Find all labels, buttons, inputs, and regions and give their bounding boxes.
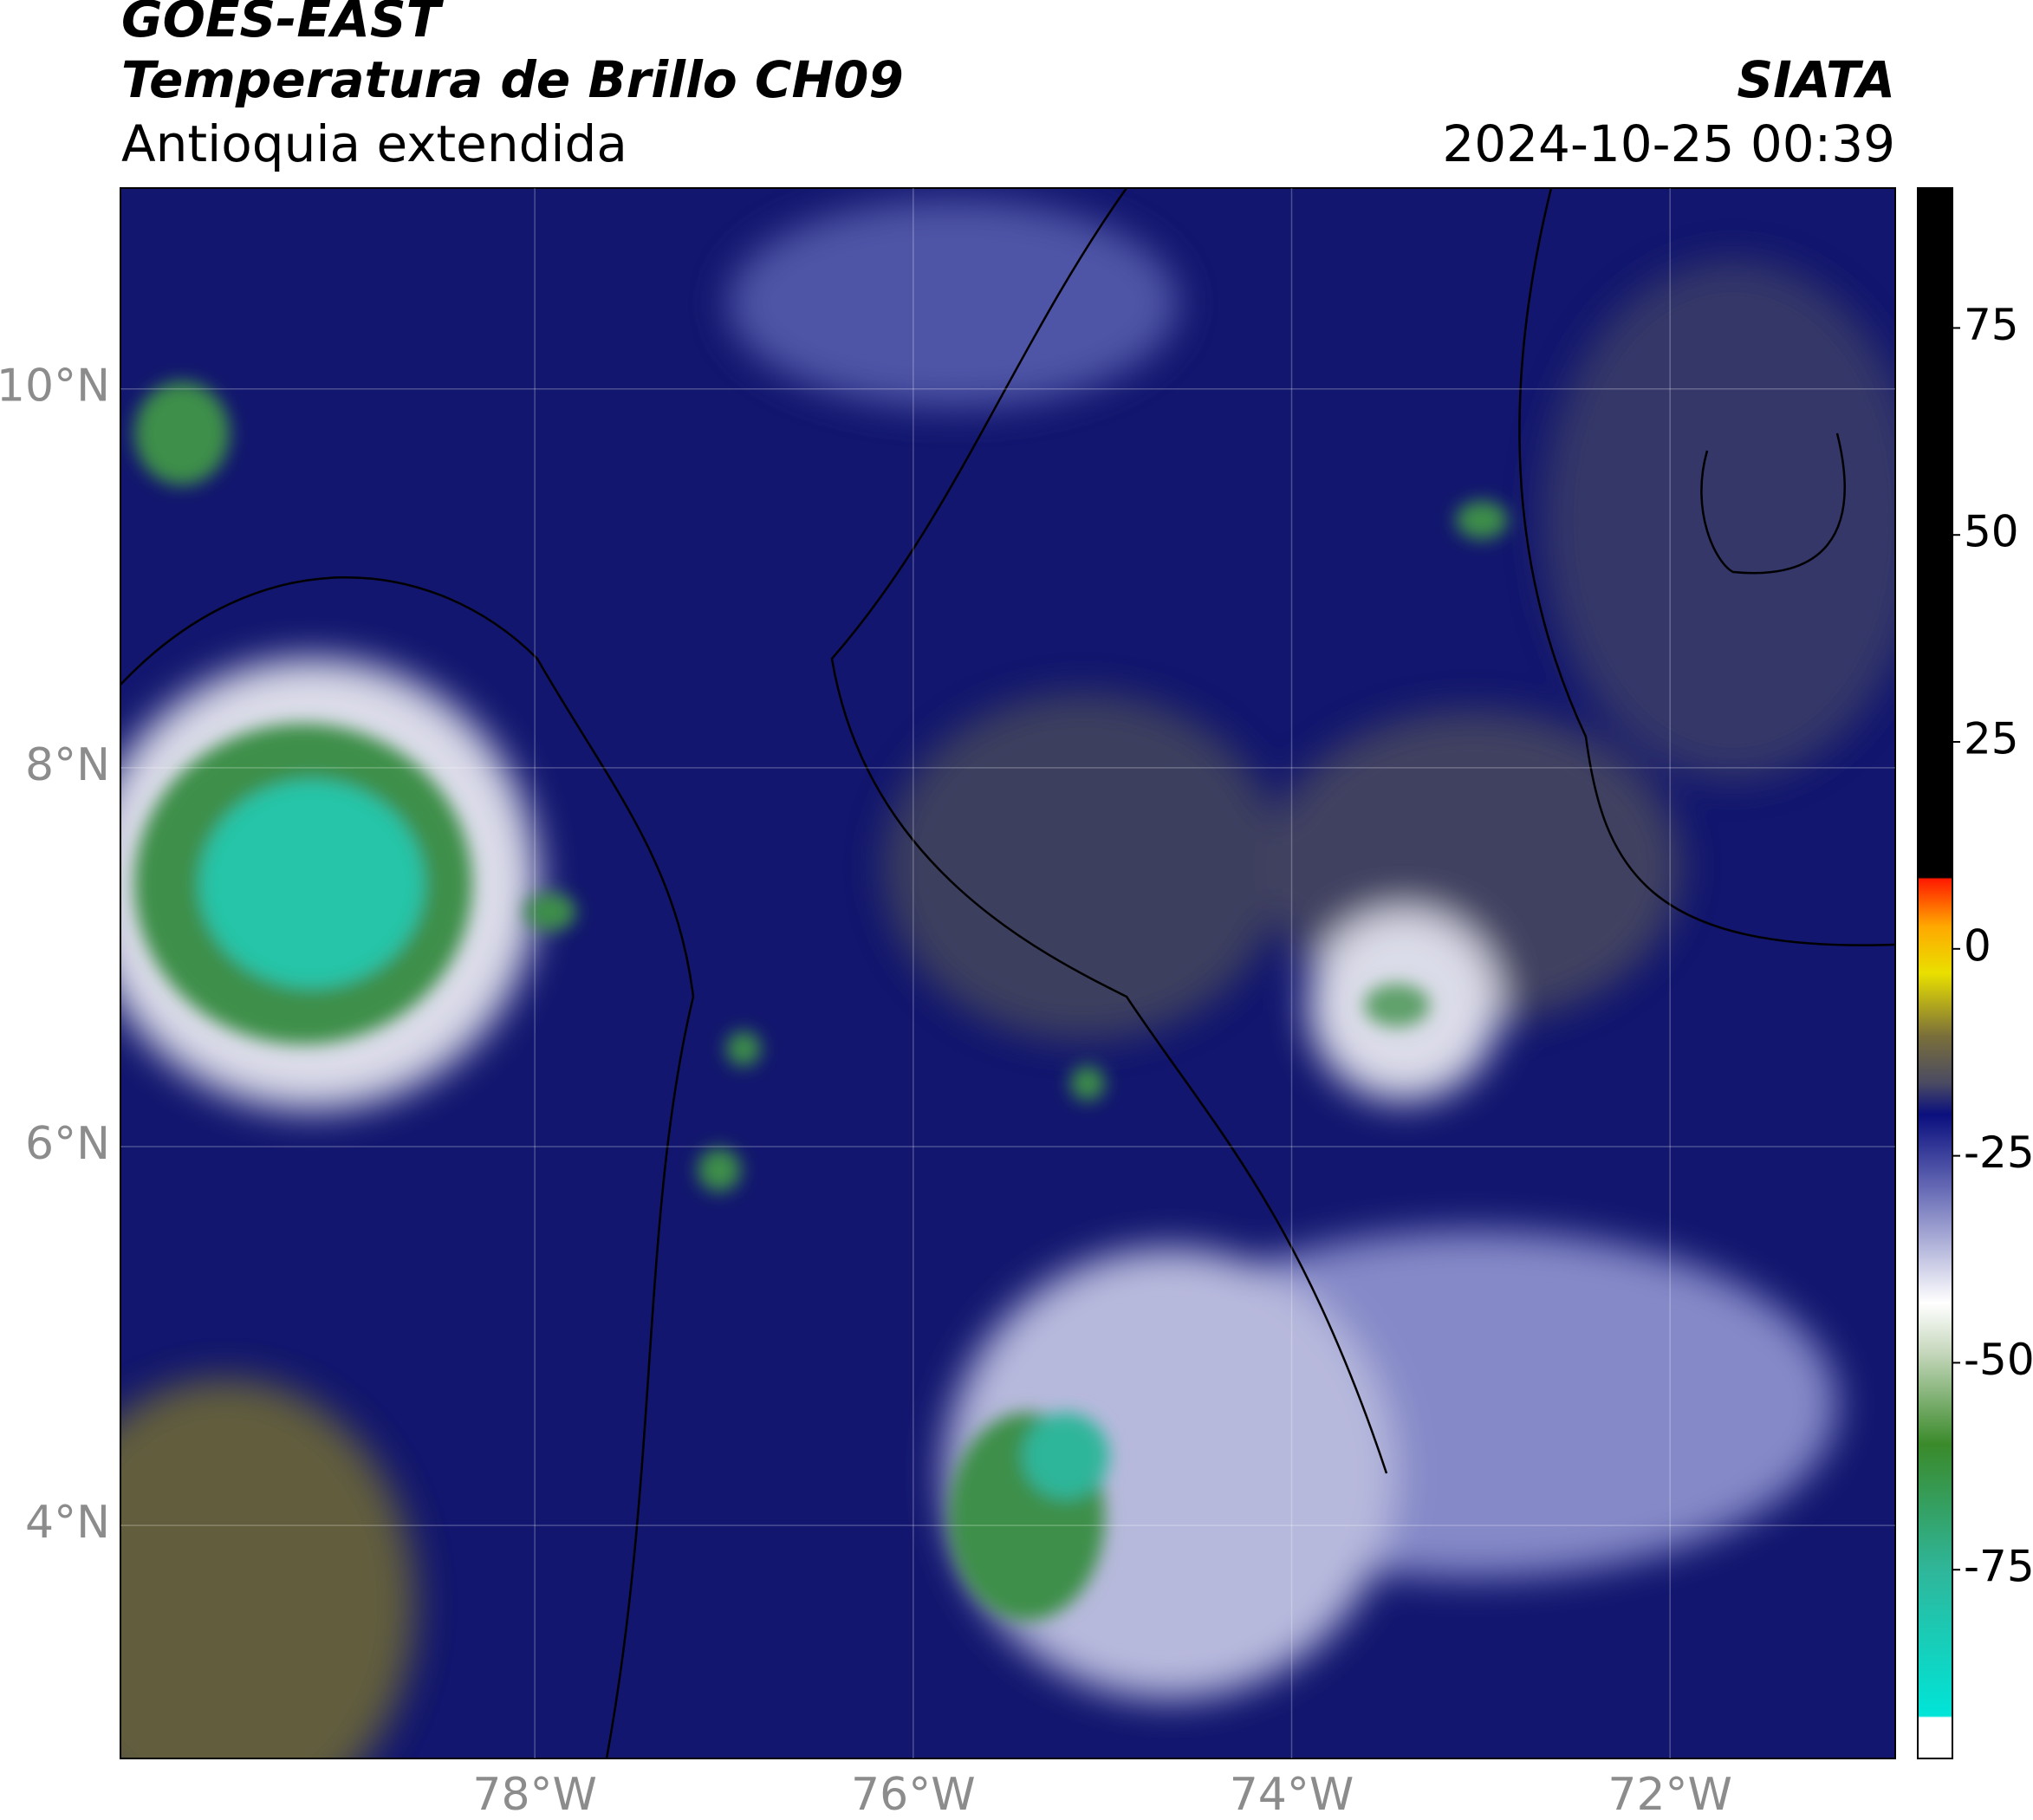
map-frame xyxy=(120,187,1896,1759)
colorbar-tick-label: 50 xyxy=(1964,507,2019,557)
colorbar-tick-label: 0 xyxy=(1964,920,1991,971)
lat-tick-label: 6°N xyxy=(25,1118,110,1170)
timestamp: 2024-10-25 00:39 xyxy=(1442,114,1895,173)
lat-tick-label: 10°N xyxy=(0,361,110,413)
source: SIATA xyxy=(1737,50,1895,109)
colorbar-tick-label: 25 xyxy=(1964,714,2019,764)
region: Antioquia extendida xyxy=(121,114,627,173)
colorbar xyxy=(1917,187,1953,1759)
colorbar-tick-label: -50 xyxy=(1964,1335,2033,1385)
subtitle: Temperatura de Brillo CH09 xyxy=(121,50,904,109)
lon-tick-label: 72°W xyxy=(1608,1769,1732,1820)
title: GOES-EAST xyxy=(121,0,445,49)
lon-tick-label: 76°W xyxy=(851,1769,976,1820)
colorbar-tick-label: 75 xyxy=(1964,300,2019,350)
colorbar-tick-label: -25 xyxy=(1964,1128,2033,1178)
lon-tick-label: 74°W xyxy=(1230,1769,1354,1820)
lat-tick-label: 8°N xyxy=(25,739,110,791)
satellite-image xyxy=(120,188,1895,1758)
lat-tick-label: 4°N xyxy=(25,1497,110,1549)
colorbar-tick-label: -75 xyxy=(1964,1542,2033,1592)
lon-tick-label: 78°W xyxy=(472,1769,597,1820)
